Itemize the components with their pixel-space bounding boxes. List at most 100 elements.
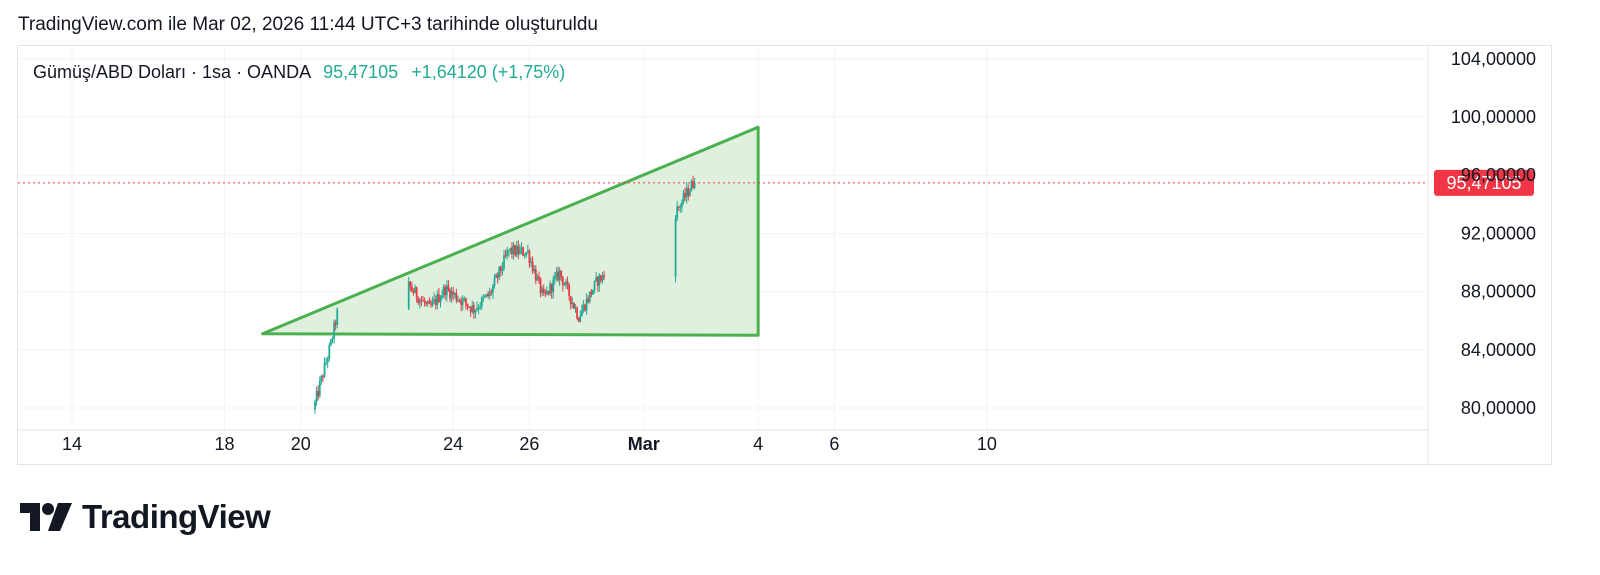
candle-body (565, 281, 567, 285)
candle-body (314, 401, 316, 410)
candle-body (528, 250, 531, 263)
candle-body (423, 300, 426, 304)
candle-body (412, 290, 415, 293)
candle-body (504, 255, 507, 257)
candle-body (679, 206, 682, 208)
x-tick-label: 24 (443, 434, 463, 454)
legend-price: 95,47105 (323, 62, 399, 82)
candle-body (566, 281, 569, 285)
candle-body (484, 296, 486, 298)
candle-body (534, 269, 537, 281)
candle-body (571, 302, 574, 304)
candle-body (587, 298, 590, 302)
last-price-label: 95,47105 (1446, 173, 1521, 193)
candle-body (561, 276, 564, 285)
candle-body (447, 285, 450, 290)
candle-body (592, 290, 594, 295)
candle-body (560, 270, 563, 277)
x-tick-label: 10 (977, 434, 997, 454)
symbol-legend[interactable]: Gümüş/ABD Doları · 1sa · OANDA 95,47105 … (33, 62, 565, 83)
candle-body (509, 247, 512, 251)
candle-body (520, 247, 523, 250)
candle-body (317, 391, 320, 396)
logo-text: TradingView (82, 498, 271, 535)
candle-body (544, 292, 547, 294)
candle-body (322, 375, 324, 378)
y-tick-label: 88,00000 (1461, 282, 1536, 302)
chart-frame[interactable] (17, 45, 1552, 465)
candle-body (442, 286, 445, 296)
candle-body (331, 338, 334, 340)
x-tick-label: 20 (291, 434, 311, 454)
candle-body (526, 250, 529, 253)
candle-body (333, 322, 335, 339)
candle-body (501, 268, 504, 271)
x-tick-label: Mar (628, 434, 660, 454)
candle-body (320, 375, 323, 382)
legend-change: +1,64120 (+1,75%) (411, 62, 566, 82)
candle-body (487, 293, 490, 297)
candle-body (426, 301, 429, 304)
candle-body (522, 247, 524, 256)
candle-body (477, 307, 480, 309)
candle-body (685, 188, 688, 198)
ascending-triangle-drawing[interactable] (261, 125, 760, 337)
candle-body (436, 294, 439, 305)
candle-body (407, 281, 410, 310)
triangle-drawing-layer (261, 125, 760, 337)
candle-body (600, 275, 602, 281)
candle-body (496, 274, 499, 278)
candle-body (434, 299, 437, 305)
x-tick-label: 18 (214, 434, 234, 454)
candle-body (449, 289, 451, 299)
created-note: TradingView.com ile Mar 02, 2026 11:44 U… (18, 14, 599, 35)
candle-body (415, 287, 418, 299)
candle-body (472, 305, 475, 313)
candle-body (563, 284, 566, 286)
candle-body (507, 250, 510, 252)
candle-body (536, 276, 539, 281)
candle-body (692, 181, 694, 188)
candle-body (547, 291, 550, 295)
candle-body (593, 280, 596, 291)
candle-body (519, 249, 521, 254)
candle-body (409, 281, 412, 287)
candle-body (590, 291, 593, 295)
candle-body (444, 286, 447, 296)
candle-body (490, 291, 493, 293)
candle-body (471, 305, 474, 312)
candle-body (682, 193, 685, 203)
x-tick-label: 14 (62, 434, 82, 454)
candle-body (512, 245, 515, 254)
x-tick-label: 6 (829, 434, 839, 454)
tradingview-logo-icon (20, 503, 72, 531)
candle-body (479, 306, 482, 308)
candle-body (326, 358, 329, 363)
candle-body (515, 246, 518, 256)
candle-body (603, 275, 605, 277)
y-tick-label: 100,00000 (1451, 107, 1536, 127)
x-axis: 14 18 20 24 26 Mar 4 6 10 (18, 429, 1428, 454)
candle-body (523, 255, 526, 257)
candle-body (474, 310, 477, 313)
candle-body (582, 304, 585, 311)
candle-body (428, 301, 431, 304)
candle-body (425, 303, 428, 305)
candle-body (485, 293, 488, 297)
y-tick-label: 84,00000 (1461, 340, 1536, 360)
candle-body (553, 276, 556, 280)
candle-body (579, 316, 582, 322)
candle-body (441, 295, 443, 299)
candle-body (431, 300, 434, 306)
candle-body (417, 298, 420, 304)
tradingview-logo[interactable]: TradingView (20, 498, 271, 536)
candle-body (420, 299, 423, 301)
candle-body (438, 294, 440, 303)
candle-body (687, 188, 690, 196)
candle-body (533, 269, 536, 272)
candle-body (493, 277, 496, 287)
candle-body (549, 283, 551, 295)
candle-body (550, 283, 553, 293)
price-line-layer: 95,47105 (18, 169, 1534, 196)
